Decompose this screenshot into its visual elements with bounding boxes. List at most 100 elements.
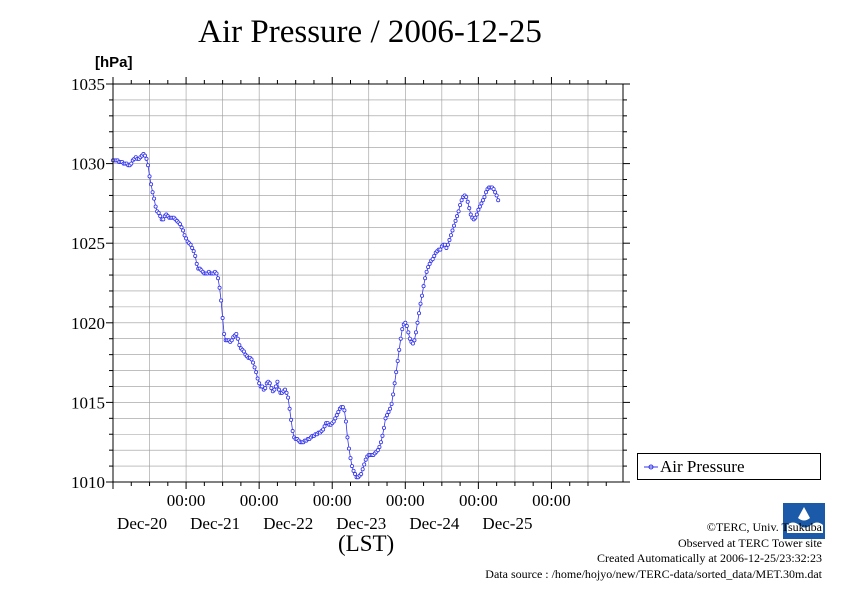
data-point — [252, 365, 257, 370]
data-point — [467, 206, 472, 211]
data-point — [397, 347, 402, 352]
data-point — [158, 214, 163, 219]
data-point — [219, 298, 224, 303]
data-point — [494, 193, 499, 198]
data-point — [346, 446, 351, 451]
data-point — [493, 190, 498, 195]
credit-line: Data source : /home/hojyo/new/TERC-data/… — [485, 566, 822, 581]
x-tick-label: 00:00 — [459, 491, 498, 510]
data-point — [445, 242, 450, 247]
data-point — [421, 284, 426, 289]
data-point — [190, 245, 195, 250]
data-point — [455, 214, 460, 219]
data-point — [194, 261, 199, 266]
data-point — [156, 210, 161, 215]
data-point — [284, 390, 289, 395]
x-date-label: Dec-24 — [409, 514, 460, 533]
data-point — [146, 163, 151, 168]
data-point — [263, 386, 268, 391]
data-point — [479, 201, 484, 206]
data-point — [188, 242, 193, 247]
data-point — [404, 323, 409, 328]
data-point — [353, 472, 358, 477]
data-point — [360, 467, 365, 472]
data-point — [251, 360, 256, 365]
legend-marker-icon — [644, 464, 658, 470]
data-point — [398, 336, 403, 341]
data-point — [287, 406, 292, 411]
data-point — [267, 381, 272, 386]
data-point — [290, 429, 295, 434]
data-point — [381, 425, 386, 430]
data-point — [474, 212, 479, 217]
data-point — [444, 245, 449, 250]
data-point — [321, 427, 326, 432]
data-point — [286, 395, 291, 400]
data-point — [235, 336, 240, 341]
x-tick-label: 00:00 — [313, 491, 352, 510]
data-point — [476, 207, 481, 212]
y-tick-label: 1010 — [71, 473, 105, 492]
data-point — [229, 338, 234, 343]
data-point — [424, 269, 429, 274]
data-point — [423, 276, 428, 281]
data-point — [375, 448, 380, 453]
data-point — [459, 198, 464, 203]
y-tick-label: 1030 — [71, 155, 105, 174]
data-point — [147, 174, 152, 179]
data-point — [149, 182, 154, 187]
x-date-label: Dec-20 — [117, 514, 167, 533]
x-date-label: Dec-21 — [190, 514, 240, 533]
data-point — [432, 253, 437, 258]
data-point — [214, 271, 219, 276]
data-point — [220, 316, 225, 321]
data-point — [216, 276, 221, 281]
data-point — [473, 215, 478, 220]
data-point — [406, 330, 411, 335]
data-point — [491, 187, 496, 192]
data-point — [482, 195, 487, 200]
plot-frame — [112, 83, 624, 483]
data-point — [275, 379, 280, 384]
data-point — [412, 338, 417, 343]
x-tick-label: 00:00 — [532, 491, 571, 510]
data-point — [340, 405, 345, 410]
svg-text:TERC: TERC — [796, 534, 813, 540]
data-point — [400, 327, 405, 332]
data-point — [345, 435, 350, 440]
chart-title: Air Pressure / 2006-12-25 — [198, 14, 542, 50]
data-point — [272, 387, 277, 392]
data-point — [144, 156, 149, 161]
data-point — [177, 222, 182, 227]
series-line — [113, 153, 499, 478]
data-point — [179, 225, 184, 230]
chart-grid — [113, 84, 623, 482]
x-date-label: Dec-22 — [263, 514, 313, 533]
data-point — [447, 238, 452, 243]
data-point — [322, 424, 327, 429]
data-point — [496, 198, 501, 203]
data-point — [385, 413, 390, 418]
data-point — [388, 406, 393, 411]
data-point — [237, 343, 242, 348]
terc-logo: TERC — [783, 503, 825, 540]
data-point — [241, 349, 246, 354]
data-point — [260, 384, 265, 389]
data-point — [269, 386, 274, 391]
data-point — [249, 357, 254, 362]
data-point — [416, 311, 421, 316]
data-point — [418, 301, 423, 306]
data-point — [403, 320, 408, 325]
data-point — [456, 209, 461, 214]
data-point — [276, 387, 281, 392]
data-point — [142, 153, 147, 158]
data-point — [350, 464, 355, 469]
data-point — [394, 370, 399, 375]
data-point — [377, 444, 382, 449]
data-point — [465, 199, 470, 204]
data-point — [257, 381, 262, 386]
data-point — [333, 416, 338, 421]
data-point — [152, 196, 157, 201]
data-point — [331, 419, 336, 424]
data-point — [426, 265, 431, 270]
